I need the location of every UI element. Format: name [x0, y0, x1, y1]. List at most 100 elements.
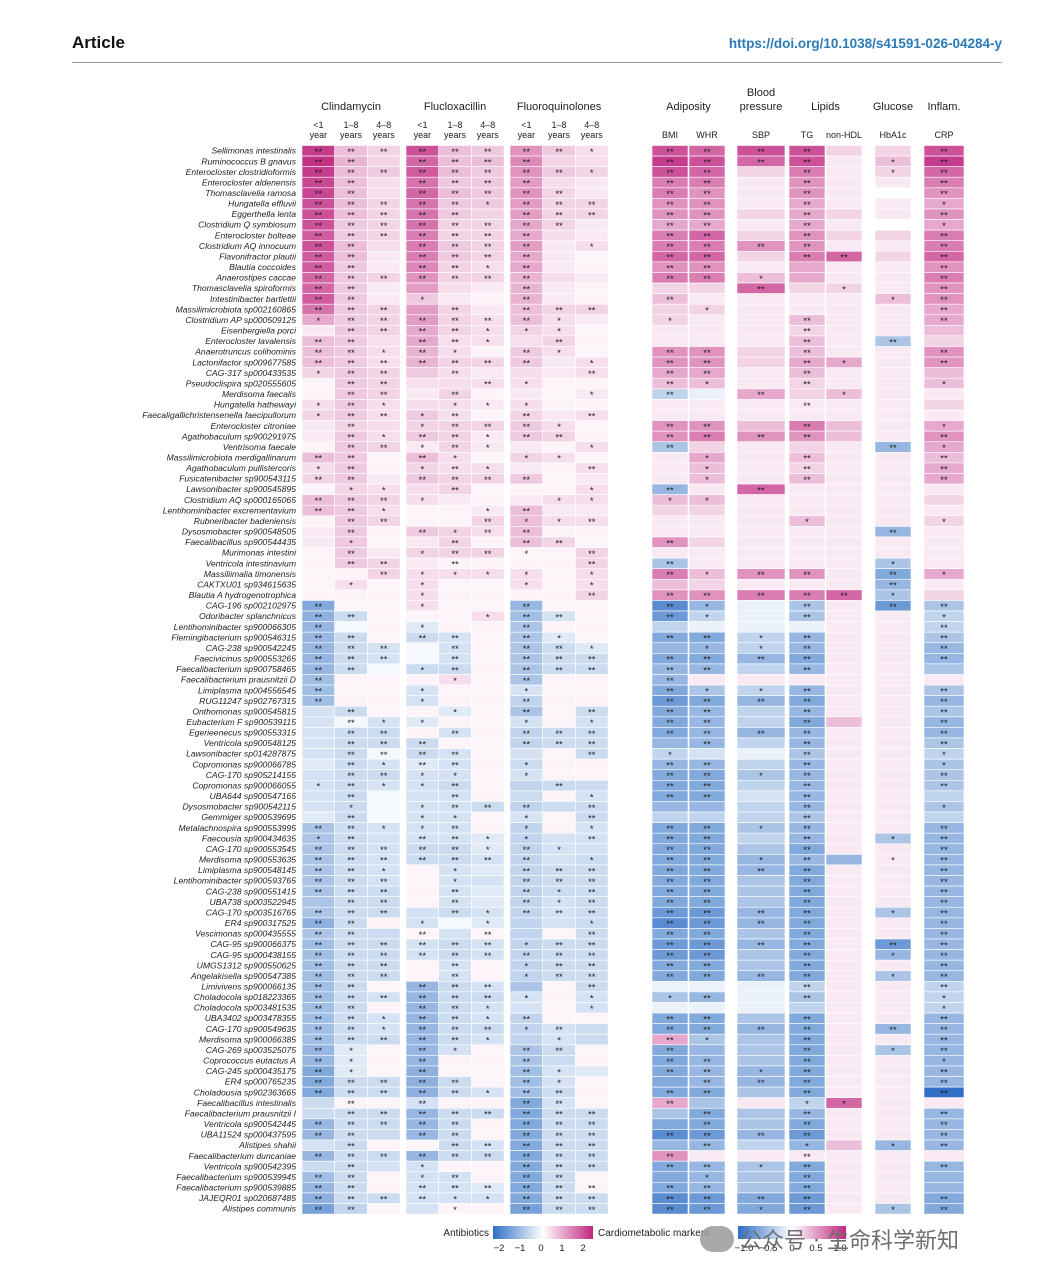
doi-link[interactable]: https://doi.org/10.1038/s41591-026-04284…	[728, 36, 1002, 51]
heatmap-cell	[405, 642, 440, 654]
heatmap-cell	[575, 631, 609, 644]
heatmap-cell	[542, 409, 576, 421]
heatmap-cell	[438, 293, 472, 305]
significance-marker: **	[347, 866, 355, 877]
significance-marker: **	[803, 782, 811, 793]
heatmap-cell	[651, 1203, 689, 1215]
significance-marker: **	[347, 464, 355, 475]
significance-marker: **	[419, 739, 427, 750]
significance-marker: **	[666, 147, 674, 158]
significance-marker: **	[347, 401, 355, 412]
heatmap-cell	[575, 346, 609, 358]
heatmap-cell	[825, 219, 863, 231]
significance-marker: **	[757, 485, 765, 496]
heatmap-cell	[736, 420, 786, 432]
significance-marker: **	[484, 1110, 492, 1121]
significance-marker: **	[940, 782, 948, 793]
significance-marker: **	[703, 718, 711, 729]
significance-marker: *	[759, 644, 763, 655]
significance-marker: **	[451, 962, 459, 973]
significance-marker: **	[940, 623, 948, 634]
significance-marker: *	[420, 919, 424, 930]
significance-marker: **	[940, 729, 948, 740]
taxon-label: Ruminococcus B gnavus	[201, 156, 296, 166]
heatmap-cell	[367, 578, 401, 591]
heatmap-cell	[405, 399, 440, 411]
significance-marker: **	[803, 866, 811, 877]
significance-marker: *	[590, 242, 594, 253]
heatmap-cell	[301, 483, 336, 495]
significance-marker: **	[940, 253, 948, 264]
significance-marker: **	[703, 1067, 711, 1078]
heatmap-cell	[736, 473, 786, 485]
significance-marker: **	[757, 940, 765, 951]
significance-marker: **	[555, 1120, 563, 1131]
significance-marker: **	[703, 877, 711, 888]
heatmap-cell	[825, 959, 863, 972]
significance-marker: **	[940, 824, 948, 835]
heatmap-cell	[688, 1044, 726, 1056]
heatmap-cell	[471, 811, 505, 823]
significance-marker: **	[315, 856, 323, 867]
heatmap-cell	[542, 568, 576, 580]
significance-marker: **	[588, 898, 596, 909]
heatmap-cell	[874, 346, 912, 358]
significance-marker: **	[451, 390, 459, 401]
taxon-label: Choladousia sp902363665	[194, 1087, 296, 1097]
heatmap-cell	[825, 727, 863, 739]
significance-marker: *	[942, 380, 946, 391]
significance-marker: **	[523, 729, 531, 740]
heatmap-cell	[736, 208, 786, 220]
heatmap-cell	[874, 631, 912, 644]
significance-marker: **	[419, 253, 427, 264]
significance-marker: *	[524, 401, 528, 412]
significance-marker: *	[557, 898, 561, 909]
heatmap-cell	[438, 600, 472, 612]
heatmap-cell	[825, 610, 863, 622]
significance-marker: **	[419, 433, 427, 444]
significance-marker: **	[380, 517, 388, 528]
heatmap-cell	[575, 314, 609, 326]
taxon-label: UBA3402 sp003478355	[205, 1013, 296, 1023]
significance-marker: *	[705, 454, 709, 465]
heatmap-cell	[471, 621, 505, 633]
heatmap-cell	[542, 1002, 576, 1014]
heatmap-cell	[438, 610, 472, 622]
significance-marker: **	[451, 644, 459, 655]
significance-marker: **	[666, 856, 674, 867]
significance-marker: *	[316, 316, 320, 327]
heatmap-cell	[736, 1182, 786, 1194]
significance-marker: **	[555, 940, 563, 951]
heatmap-cell	[688, 388, 726, 400]
column-label: 4–8	[480, 120, 495, 130]
significance-marker: **	[347, 665, 355, 676]
significance-marker: **	[803, 221, 811, 232]
heatmap-cell	[874, 430, 912, 443]
heatmap-cell	[438, 1160, 472, 1173]
significance-marker: **	[803, 718, 811, 729]
significance-marker: **	[666, 930, 674, 941]
significance-marker: **	[803, 940, 811, 951]
heatmap-cell	[736, 790, 786, 802]
significance-marker: **	[315, 1205, 323, 1216]
significance-marker: **	[419, 1152, 427, 1163]
heatmap-cell	[874, 621, 912, 633]
heatmap-cell	[923, 1182, 965, 1194]
significance-marker: *	[486, 337, 490, 348]
heatmap-cell	[825, 1150, 863, 1162]
column-label: years	[477, 130, 500, 140]
heatmap-cell	[923, 578, 965, 591]
significance-marker: **	[588, 1152, 596, 1163]
significance-marker: **	[484, 549, 492, 560]
taxon-label: CAKTXU01 sp934615635	[197, 579, 296, 589]
heatmap-cell	[575, 504, 609, 517]
significance-marker: **	[347, 358, 355, 369]
significance-marker: **	[347, 856, 355, 867]
significance-marker: *	[668, 993, 672, 1004]
significance-marker: **	[940, 940, 948, 951]
significance-marker: **	[451, 157, 459, 168]
significance-marker: **	[451, 1025, 459, 1036]
heatmap-cell	[874, 251, 912, 263]
significance-marker: *	[705, 644, 709, 655]
significance-marker: *	[349, 1046, 353, 1057]
